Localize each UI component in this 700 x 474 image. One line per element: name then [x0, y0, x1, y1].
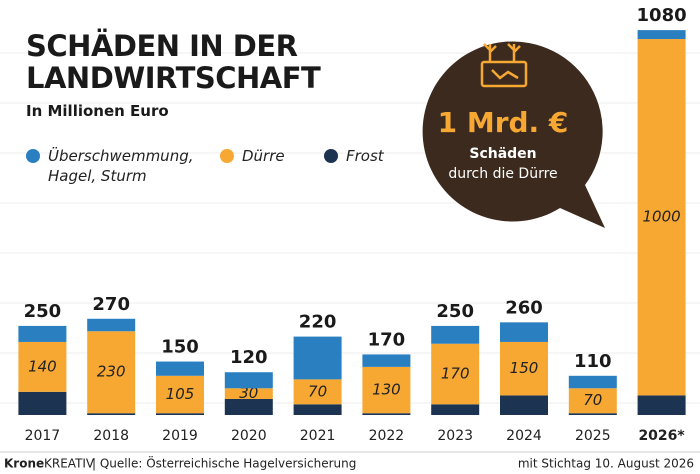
- bar-segment: [156, 361, 204, 376]
- bar-segment: [568, 413, 617, 415]
- bar-segment: [637, 39, 686, 396]
- value-label: 105: [166, 385, 195, 403]
- x-tick-label: 2025: [575, 428, 611, 444]
- value-label: 230: [97, 363, 126, 381]
- bubble: [422, 41, 605, 229]
- footer-brand: Krone: [4, 457, 44, 471]
- bubble-text: durch die Dürre: [448, 166, 557, 182]
- x-tick-label: 2020: [231, 428, 267, 444]
- x-tick-label: 2017: [25, 428, 61, 444]
- legend-item: Überschwemmung, Hagel, Sturm: [26, 146, 218, 186]
- value-label: 140: [28, 357, 57, 375]
- bar-segment: [87, 318, 136, 332]
- x-tick-label: 2021: [300, 428, 336, 444]
- total-label: 220: [299, 312, 337, 333]
- x-tick-label: 2022: [369, 428, 405, 444]
- total-label: 120: [230, 347, 268, 368]
- legend-item: Dürre: [220, 146, 322, 166]
- bar-segment: [224, 388, 273, 399]
- x-tick-label: 2018: [93, 428, 129, 444]
- bar-segment: [500, 395, 548, 415]
- bar-segment: [156, 413, 204, 415]
- bar-segment: [18, 325, 67, 342]
- legend-label: Dürre: [242, 147, 285, 165]
- footer-date: mit Stichtag 10. August 2026: [518, 457, 694, 471]
- bar-segment: [293, 404, 342, 415]
- total-label: 170: [368, 329, 406, 350]
- bar-segment: [87, 413, 136, 415]
- total-label: 260: [505, 297, 543, 318]
- value-label: 70: [583, 391, 602, 409]
- total-label: 1080: [637, 5, 687, 26]
- title: SCHÄDEN IN DER LANDWIRTSCHAFT: [26, 29, 321, 95]
- value-label: 150: [510, 359, 539, 377]
- bar-segment: [500, 322, 548, 342]
- bar-segment: [362, 413, 411, 415]
- bar-segment: [568, 375, 617, 389]
- bar-segment: [293, 336, 342, 380]
- x-tick-label: 2023: [437, 428, 473, 444]
- value-label: 170: [441, 365, 470, 383]
- total-label: 110: [574, 351, 612, 372]
- bar-segment: [293, 379, 342, 405]
- legend-item: Frost: [324, 146, 426, 166]
- bar-segment: [362, 366, 411, 414]
- bar-segment: [224, 372, 273, 389]
- total-label: 270: [92, 294, 130, 315]
- legend-marker: [26, 149, 40, 163]
- bar-segment: [431, 404, 480, 415]
- bar-segment: [431, 325, 480, 344]
- legend-label: Frost: [346, 147, 384, 165]
- value-label: 1000: [643, 208, 681, 226]
- bar-segment: [637, 30, 686, 40]
- x-tick-label: 2024: [506, 428, 542, 444]
- bar-segment: [18, 391, 67, 415]
- bar-segment: [224, 398, 273, 415]
- bar-segment: [362, 354, 411, 367]
- bar-segment: [18, 341, 67, 392]
- legend-label: Überschwemmung, Hagel, Sturm: [48, 147, 194, 185]
- legend-marker: [220, 149, 234, 163]
- bubble-text: Schäden: [469, 146, 536, 162]
- bar-segment: [637, 395, 686, 415]
- bar-segment: [500, 341, 548, 396]
- total-label: 250: [24, 301, 62, 322]
- bubble-headline: 1 Mrd. €: [438, 106, 569, 139]
- total-label: 150: [161, 337, 199, 358]
- value-label: 70: [308, 382, 327, 400]
- bar-segment: [431, 343, 480, 405]
- footer-source: | Quelle: Österreichische Hagelversicher…: [92, 455, 356, 471]
- bar-segment: [568, 388, 617, 414]
- value-label: 130: [372, 381, 401, 399]
- footer-brand: KREATIV: [44, 457, 95, 471]
- value-label: 30: [239, 384, 258, 402]
- x-tick-label: 2026*: [638, 428, 685, 444]
- x-tick-label: 2019: [162, 428, 198, 444]
- legend-marker: [324, 149, 338, 163]
- total-label: 250: [436, 301, 474, 322]
- subtitle: In Millionen Euro: [26, 102, 169, 120]
- bar-segment: [87, 331, 136, 414]
- bar-segment: [156, 375, 204, 414]
